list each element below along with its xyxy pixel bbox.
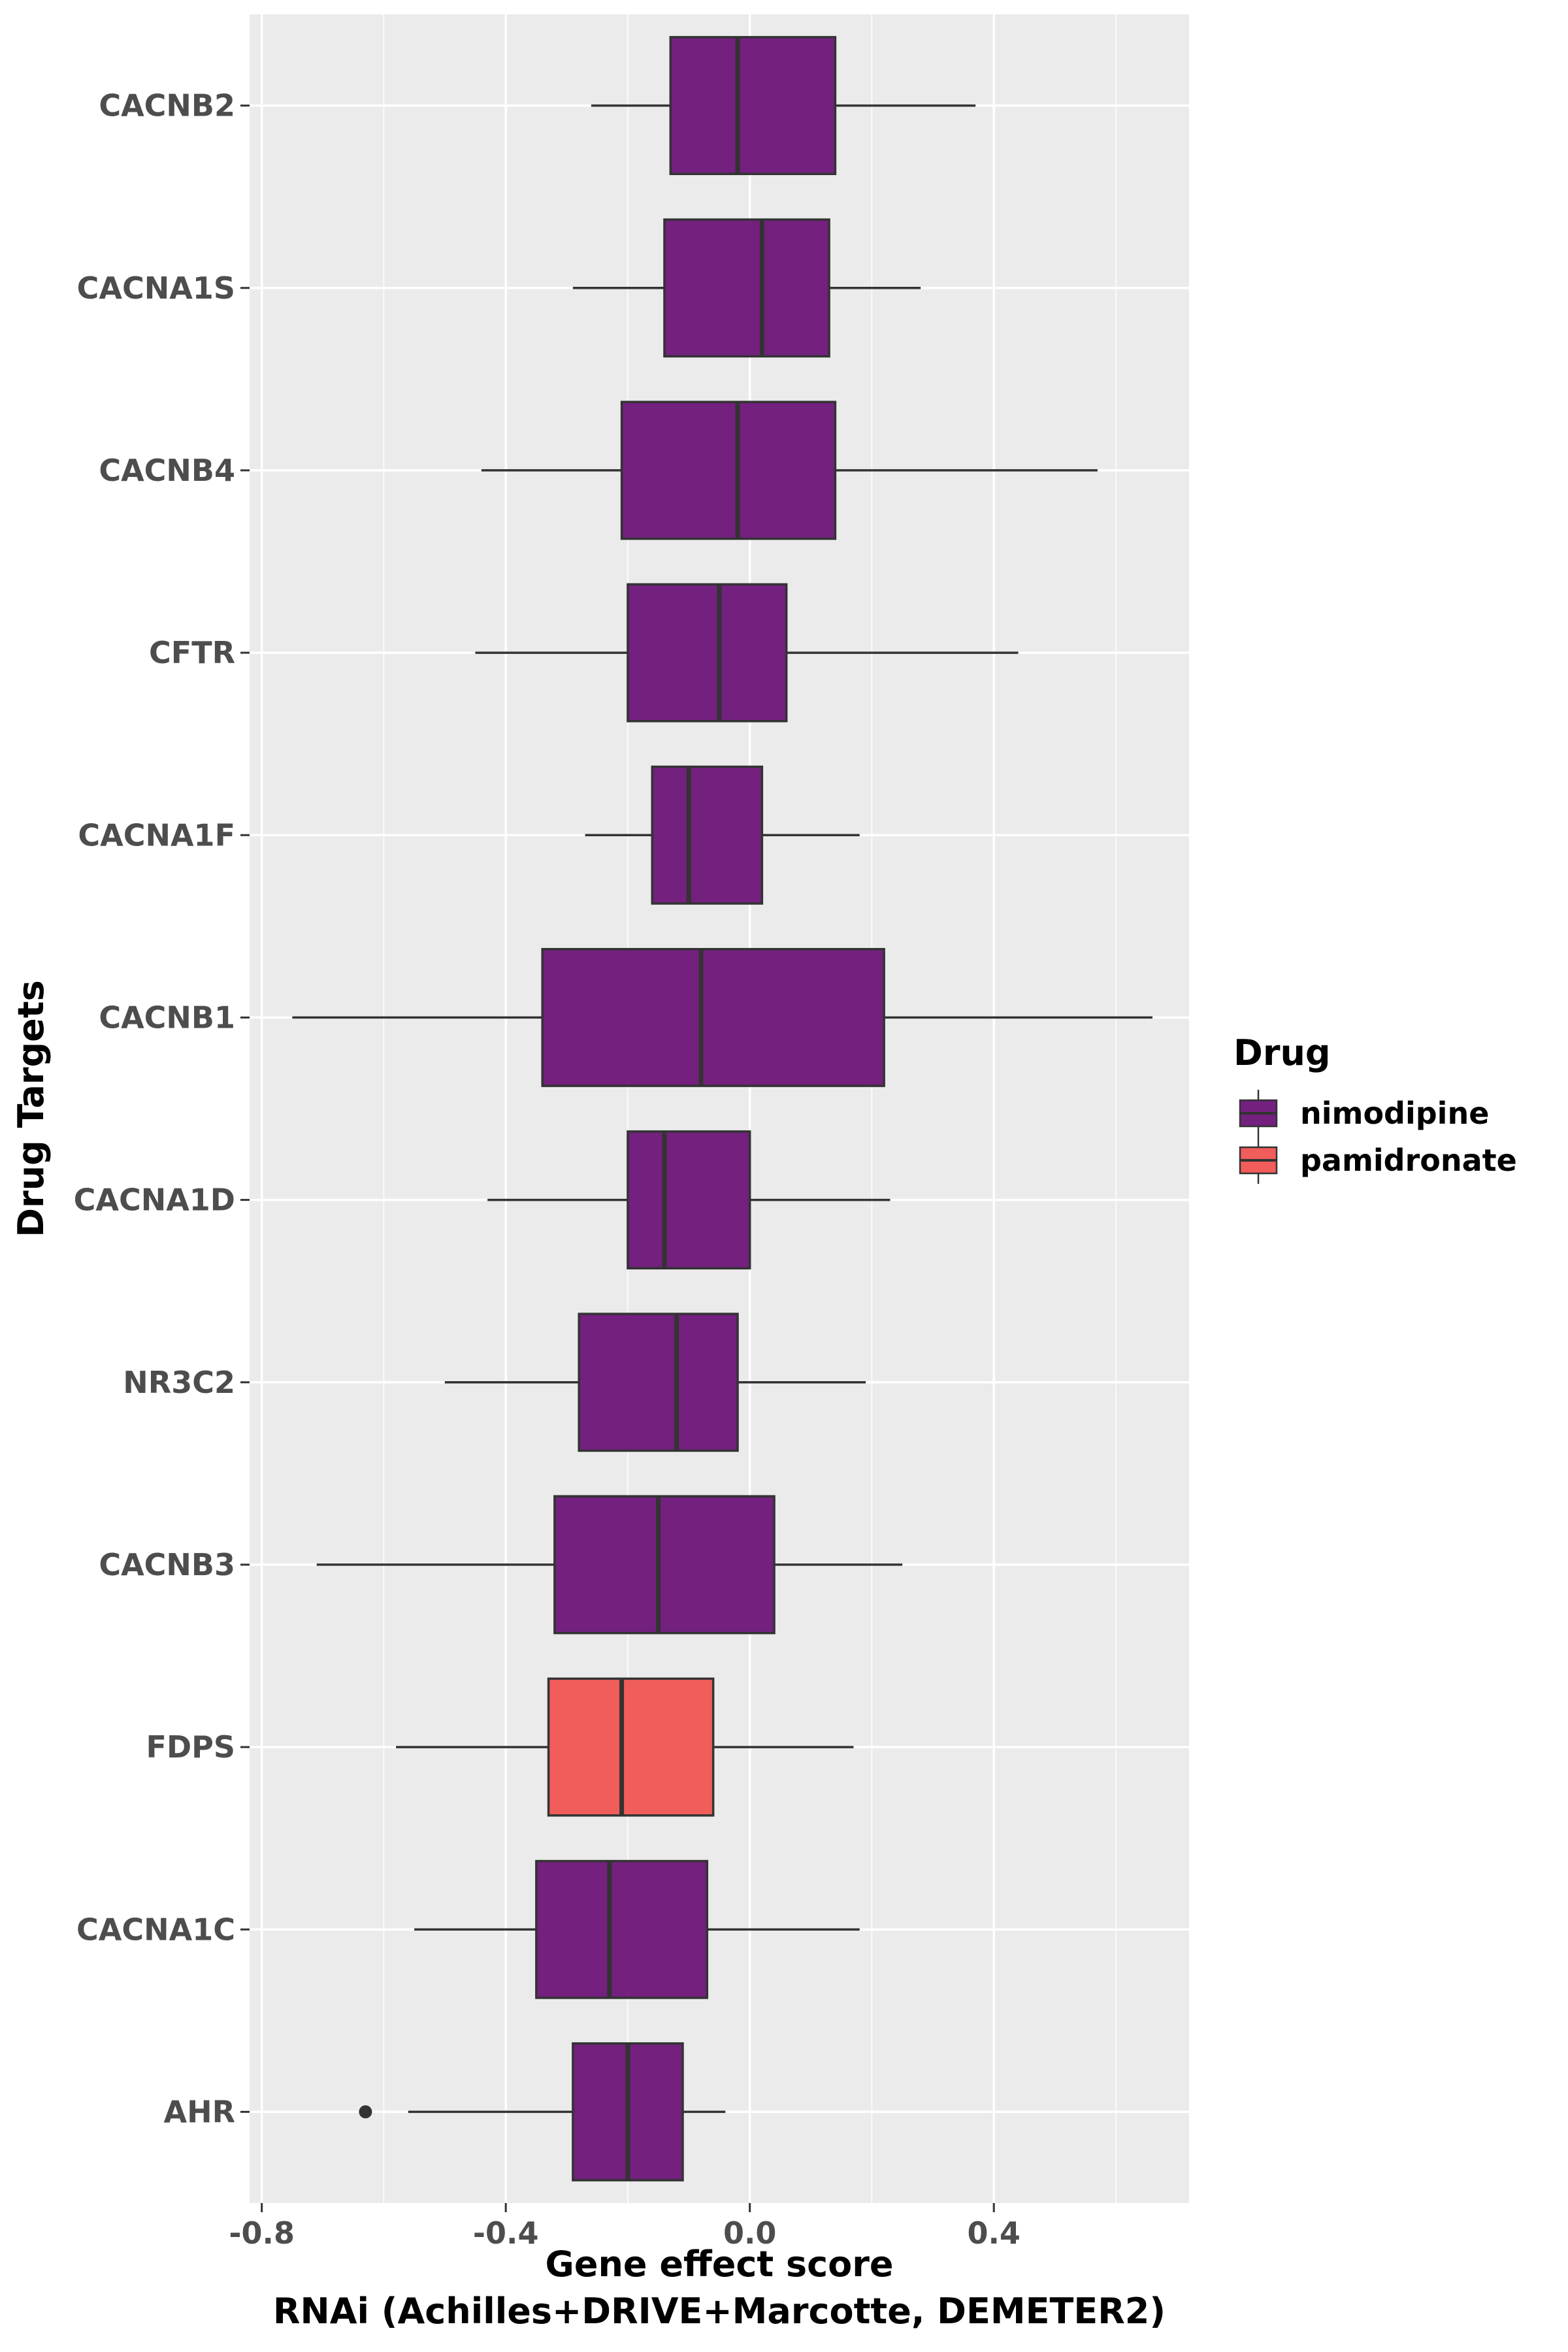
box-cacna1d — [487, 1130, 890, 1270]
legend-item-nimodipine: nimodipine — [1239, 1090, 1489, 1137]
x-axis-subtitle: RNAi (Achilles+DRIVE+Marcotte, DEMETER2) — [273, 2291, 1166, 2332]
box-cacnb4 — [481, 400, 1098, 540]
box-ahr — [359, 2042, 726, 2181]
y-tick-label: NR3C2 — [123, 1365, 235, 1400]
box-cacnb1 — [292, 947, 1152, 1087]
box-fdps — [396, 1677, 854, 1817]
box-cacnb3 — [316, 1495, 903, 1635]
x-tick-label: 0.0 — [723, 2215, 777, 2251]
x-axis: -0.8 -0.4 0.0 0.4 — [229, 2203, 1021, 2251]
x-axis-title: Gene effect score — [546, 2244, 894, 2285]
box-body — [651, 765, 764, 905]
y-tick-label: CACNA1C — [76, 1912, 235, 1947]
y-tick-label: CACNA1S — [77, 270, 235, 306]
y-tick-label: CACNB3 — [99, 1547, 235, 1582]
y-tick-label: CACNA1F — [78, 817, 235, 853]
x-tick-label: -0.4 — [473, 2215, 539, 2251]
legend-item-pamidronate: pamidronate — [1239, 1137, 1517, 1184]
box-cftr — [475, 583, 1019, 723]
box-nr3c2 — [444, 1313, 866, 1452]
box-cacna1f — [585, 765, 860, 905]
box-body — [553, 1495, 776, 1635]
box-body — [547, 1677, 715, 1817]
y-tick-label: AHR — [163, 2094, 235, 2129]
box-cacna1c — [414, 1859, 860, 1999]
legend: Drug nimodipine pamidronate — [1233, 1032, 1517, 1184]
x-tick-label: -0.8 — [229, 2215, 295, 2251]
y-tick-label: CFTR — [149, 635, 235, 670]
y-tick-label: CACNB4 — [99, 453, 235, 488]
y-tick-label: CACNB2 — [99, 88, 235, 123]
box-body — [541, 947, 885, 1087]
box-body — [578, 1313, 739, 1452]
legend-label-nimodipine: nimodipine — [1300, 1096, 1489, 1131]
y-tick-label: FDPS — [146, 1729, 235, 1765]
box-body — [627, 583, 788, 723]
box-body — [627, 1130, 751, 1270]
y-axis: CACNB2 CACNA1S CACNB4 CFTR CACNA1F CACNB1 CACN… — [74, 88, 250, 2129]
box-series — [292, 36, 1152, 2181]
minor-gridlines — [383, 14, 1117, 2203]
plot-panel — [250, 14, 1189, 2203]
x-tick-label: 0.4 — [967, 2215, 1021, 2251]
y-tick-label: CACNB1 — [99, 1000, 235, 1035]
box-body — [535, 1859, 709, 1999]
box-cacnb2 — [591, 36, 976, 176]
box-body — [620, 400, 837, 540]
y-tick-label: CACNA1D — [74, 1183, 235, 1218]
legend-label-pamidronate: pamidronate — [1300, 1143, 1517, 1178]
outlier-point — [359, 2105, 372, 2119]
legend-title: Drug — [1233, 1032, 1331, 1073]
box-body — [669, 36, 837, 176]
y-axis-title: Drug Targets — [10, 980, 52, 1237]
box-cacna1s — [572, 218, 921, 358]
box-body — [663, 218, 830, 358]
